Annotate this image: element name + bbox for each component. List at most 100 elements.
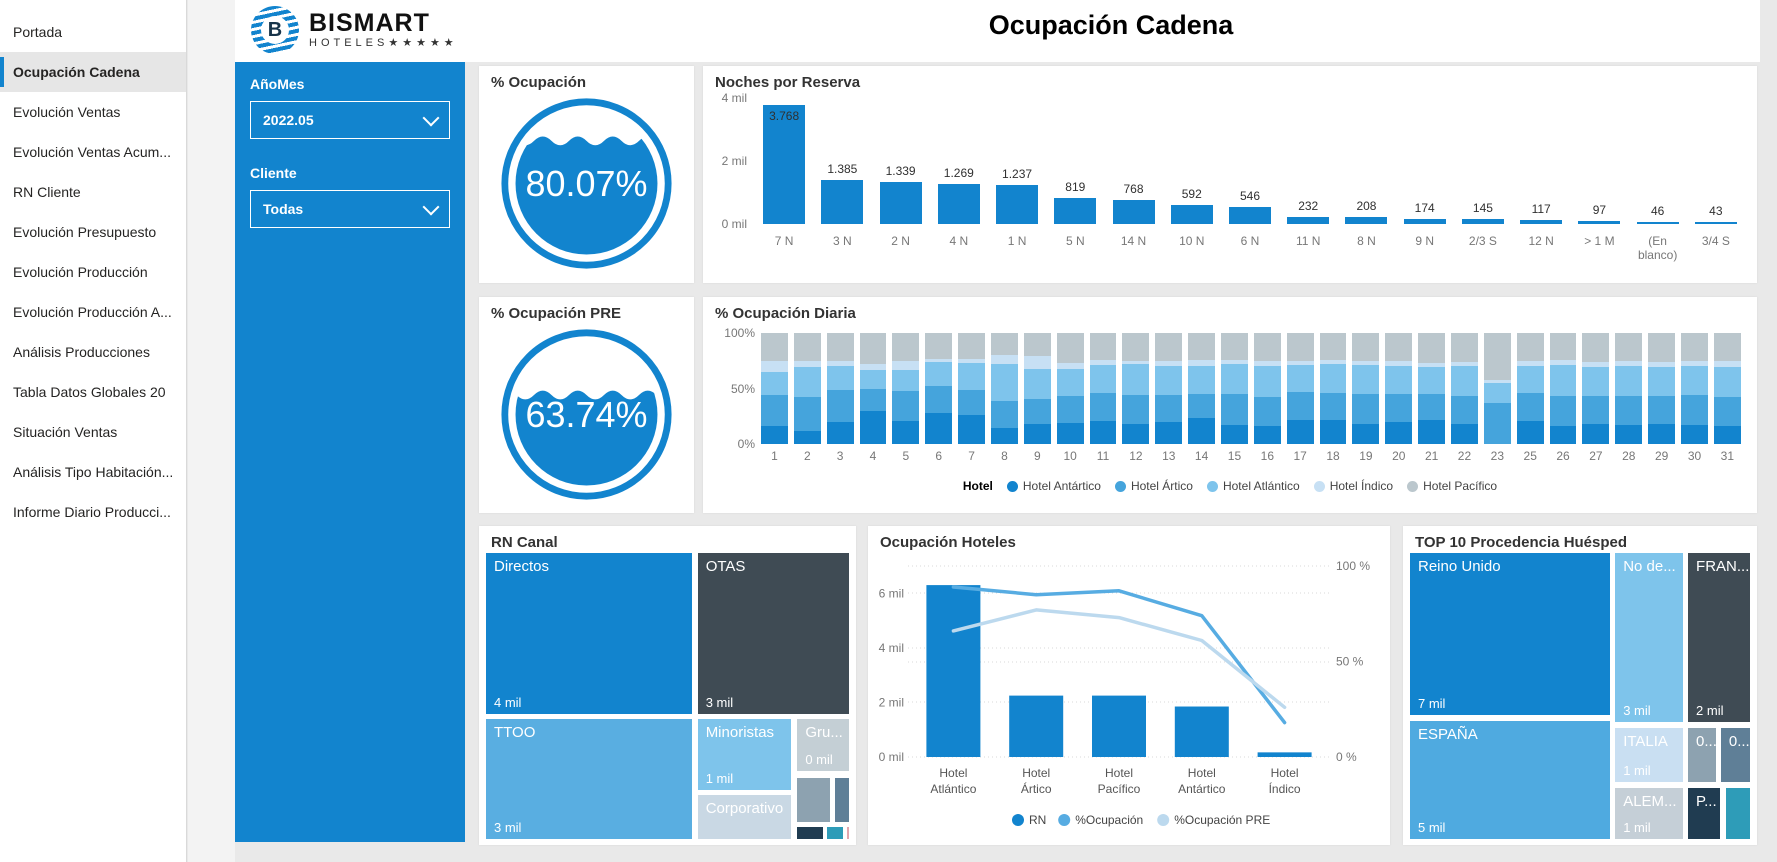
sidebar-item-evoluci-n-producci-n[interactable]: Evolución Producción [13,264,148,280]
diaria-bar-day-1[interactable] [761,333,788,444]
anomes-dropdown[interactable]: 2022.05 [250,101,450,139]
diaria-bar-day-21[interactable] [1418,333,1446,444]
treemap-tile-fran[interactable]: FRAN... 2 mil [1687,552,1751,724]
treemap-tile[interactable] [796,776,832,823]
diaria-bar-day-14[interactable] [1188,333,1216,444]
diaria-bar-day-19[interactable] [1352,333,1380,444]
treemap-tile-ttoo[interactable]: TTOO 3 mil [485,717,694,840]
treemap-tile-no-de[interactable]: No de... 3 mil [1614,552,1685,724]
diaria-bar-day-11[interactable] [1089,333,1117,444]
sidebar-item-ocupaci-n-cadena[interactable]: Ocupación Cadena [0,52,186,92]
treemap-tile[interactable] [833,776,850,823]
bar-hotel-antrtico[interactable] [1174,706,1229,757]
sidebar-item-rn-cliente[interactable]: RN Cliente [13,184,81,200]
treemap-tile-alem[interactable]: ALEM... 1 mil [1614,787,1685,840]
cliente-dropdown[interactable]: Todas [250,190,450,228]
bar-6 N[interactable] [1228,207,1271,224]
bar-1 N[interactable] [996,185,1039,224]
treemap-tile-directos[interactable]: Directos 4 mil [485,552,694,715]
bar-hotel-rtico[interactable] [1009,695,1064,757]
diaria-bar-day-27[interactable] [1582,333,1610,444]
diaria-bar-day-10[interactable] [1056,333,1084,444]
segment-hotel-atl-ntico [925,361,953,387]
diaria-bar-day-16[interactable] [1253,333,1281,444]
legend-item-hotel-ndico[interactable]: Hotel Índico [1313,479,1393,493]
bar-3/4 S[interactable] [1694,222,1737,224]
segment-hotel-ant-rtico [1385,421,1413,444]
bar-8 N[interactable] [1345,217,1388,224]
diaria-bar-day-13[interactable] [1155,333,1183,444]
diaria-bar-day-15[interactable] [1221,333,1248,444]
line--ocupaci-n-pre[interactable] [951,608,1287,710]
legend-label--ocupaci-n[interactable]: %Ocupación [1075,813,1143,827]
bar-12 N[interactable] [1520,220,1563,224]
sidebar-item-situaci-n-ventas[interactable]: Situación Ventas [13,424,118,440]
diaria-bar-day-18[interactable] [1319,333,1347,444]
diaria-bar-day-4[interactable] [859,333,887,444]
diaria-bar-day-20[interactable] [1385,333,1413,444]
treemap-tile-italia[interactable]: ITALIA 1 mil [1614,726,1685,784]
treemap-tile-espa-a[interactable]: ESPAÑA 5 mil [1409,719,1611,840]
diaria-bar-day-28[interactable] [1615,333,1643,444]
bar-11 N[interactable] [1287,217,1330,224]
bar-hotel-pacfico[interactable] [1092,695,1146,757]
diaria-bar-day-25[interactable] [1516,333,1544,444]
diaria-bar-day-12[interactable] [1122,333,1150,444]
diaria-bar-day-23[interactable] [1483,333,1511,444]
legend-item-hotel-ant-rtico[interactable]: Hotel Antártico [1006,479,1101,493]
legend-item-hotel-pac-fico[interactable]: Hotel Pacífico [1407,479,1497,493]
bar-hotel-atlntico[interactable] [926,585,981,757]
sidebar-item-evoluci-n-ventas[interactable]: Evolución Ventas [13,104,121,120]
line--ocupaci-n[interactable] [951,585,1287,725]
diaria-bar-day-31[interactable] [1713,333,1741,444]
diaria-bar-day-2[interactable] [793,333,821,444]
sidebar-item-informe-diario-producci[interactable]: Informe Diario Producci... [13,504,171,520]
sidebar-item-evoluci-n-producci-n-a[interactable]: Evolución Producción A... [13,304,172,320]
bar-10 N[interactable] [1170,205,1213,224]
treemap-tile-0[interactable]: 0... [1687,726,1718,784]
bar-3 N[interactable] [821,180,864,224]
legend-item-hotel-atl-ntico[interactable]: Hotel Atlántico [1206,479,1300,493]
treemap-tile-otas[interactable]: OTAS 3 mil [696,552,850,715]
bar-2 N[interactable] [879,182,922,224]
treemap-tile[interactable] [796,825,824,840]
diaria-bar-day-8[interactable] [991,333,1018,444]
bar-4 N[interactable] [937,184,980,224]
bar-2/3 S[interactable] [1461,219,1504,224]
treemap-tile-corporativo[interactable]: Corporativo [696,793,792,840]
legend-label--ocupaci-n-pre[interactable]: %Ocupación PRE [1174,813,1270,827]
treemap-tile-minoristas[interactable]: Minoristas 1 mil [696,717,792,792]
legend-label-rn[interactable]: RN [1029,813,1046,827]
diaria-bar-day-6[interactable] [925,333,953,444]
bar-14 N[interactable] [1112,200,1155,224]
diaria-bar-day-26[interactable] [1549,333,1577,444]
diaria-bar-day-30[interactable] [1681,333,1708,444]
bar-> 1 M[interactable] [1578,221,1621,224]
treemap-tile-gru[interactable]: Gru... 0 mil [796,717,850,773]
diaria-bar-day-7[interactable] [958,333,986,444]
bar-5 N[interactable] [1054,198,1097,224]
sidebar-item-an-lisis-producciones[interactable]: Análisis Producciones [13,344,150,360]
treemap-tile-p[interactable]: P... [1687,787,1722,840]
legend-item-hotel-rtico[interactable]: Hotel Ártico [1114,479,1193,493]
bar-9 N[interactable] [1403,219,1446,224]
sidebar-item-portada[interactable]: Portada [13,24,63,40]
bar-hotel-ndico[interactable] [1257,752,1312,757]
sidebar-item-evoluci-n-presupuesto[interactable]: Evolución Presupuesto [13,224,157,240]
treemap-tile[interactable] [1724,787,1751,840]
sidebar-item-evoluci-n-ventas-acum[interactable]: Evolución Ventas Acum... [13,144,171,160]
diaria-bar-day-3[interactable] [826,333,854,444]
treemap-tile-reino-unido[interactable]: Reino Unido 7 mil [1409,552,1611,717]
treemap-tile-0[interactable]: 0... [1719,726,1751,784]
sidebar-item-tabla-datos-globales-20[interactable]: Tabla Datos Globales 20 [13,384,166,400]
diaria-bar-day-22[interactable] [1451,333,1478,444]
diaria-bar-day-17[interactable] [1286,333,1314,444]
diaria-bar-day-29[interactable] [1648,333,1676,444]
sidebar-item-an-lisis-tipo-habitaci-n[interactable]: Análisis Tipo Habitación... [13,464,174,480]
diaria-bar-day-9[interactable] [1023,333,1051,444]
bar-(En blanco)[interactable] [1636,222,1679,224]
treemap-tile[interactable] [846,825,850,840]
treemap-tile[interactable] [825,825,845,840]
diaria-bar-day-5[interactable] [892,333,920,444]
bar-7 N[interactable] [763,105,806,224]
